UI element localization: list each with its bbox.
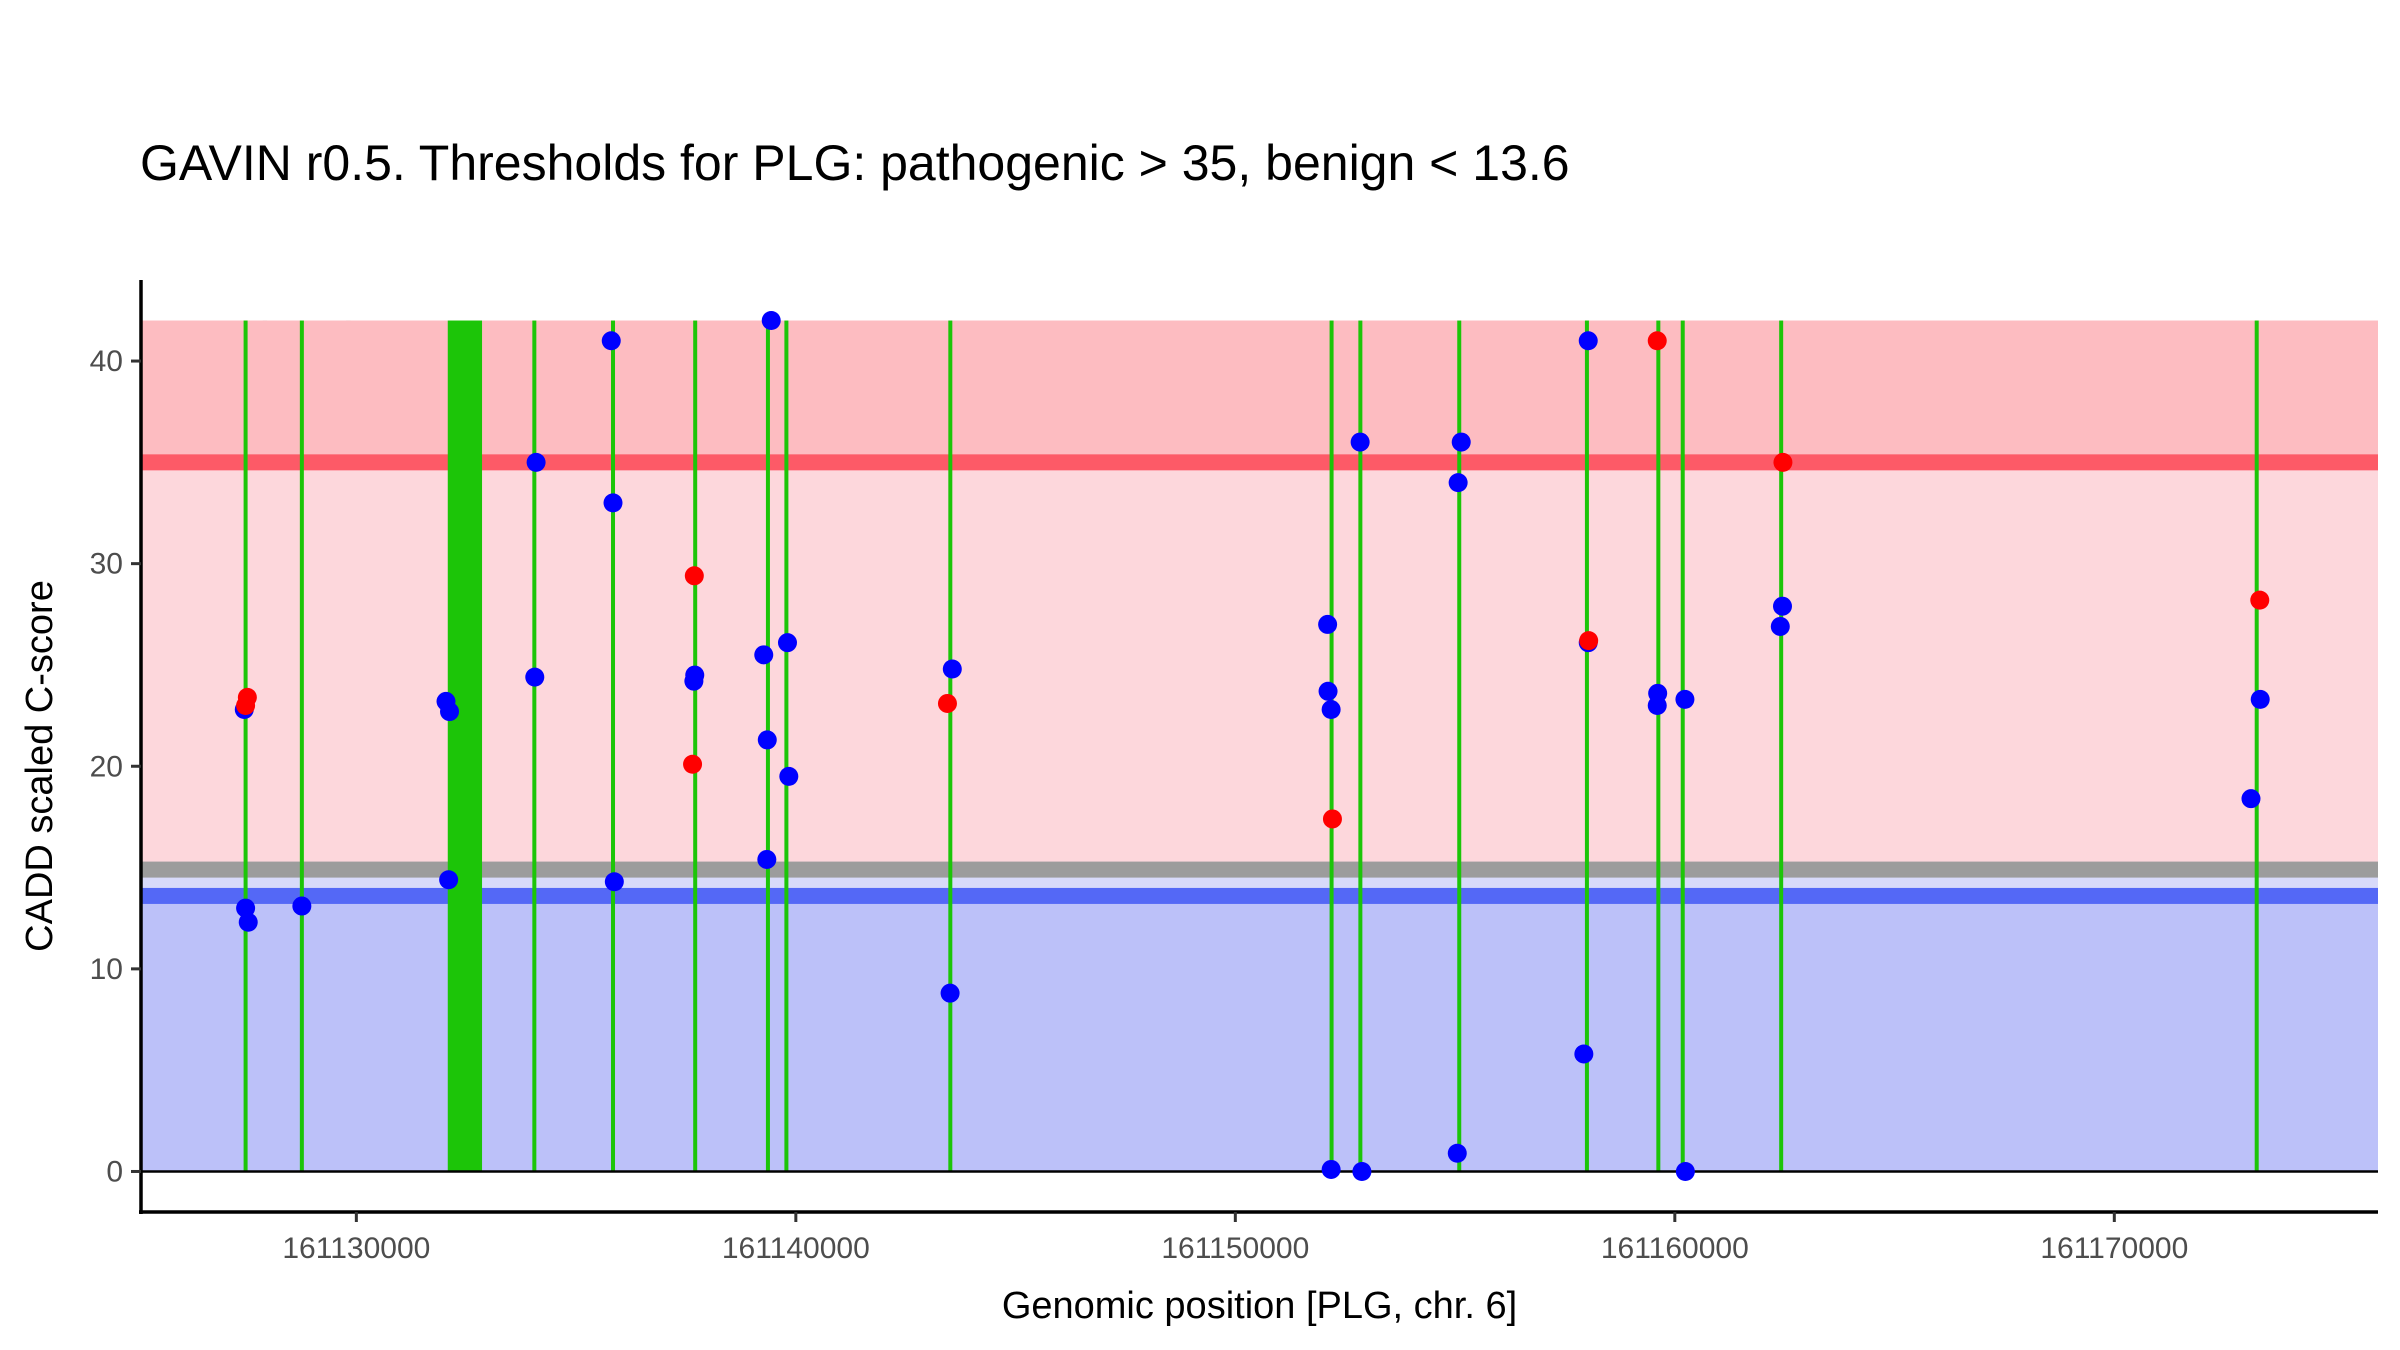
gnomad-point <box>1321 1159 1341 1179</box>
clinvar-point <box>1579 631 1599 651</box>
gnomad-point <box>1448 473 1468 493</box>
gnomad-point <box>236 898 256 918</box>
gnomad-point <box>525 667 545 687</box>
y-axis-title: CADD scaled C-score <box>19 580 61 952</box>
threshold-lines <box>141 454 2378 904</box>
exon-line <box>693 320 698 1172</box>
gnomad-point <box>754 645 774 665</box>
gnomad-point <box>601 331 621 351</box>
exon-line <box>299 320 304 1172</box>
gnomad-point <box>940 983 960 1003</box>
score-regions <box>141 320 2378 1172</box>
clinvar-point <box>236 695 256 715</box>
exon-line <box>1680 320 1685 1172</box>
vus-region <box>141 462 2378 876</box>
gnomad-point <box>1578 331 1598 351</box>
x-tick-label: 161140000 <box>722 1232 870 1265</box>
exon-line <box>1779 320 1784 1172</box>
x-ticks: 161130000 161140000 161150000 161160000 1611… <box>282 1212 2188 1265</box>
x-tick-label: 161160000 <box>1601 1232 1749 1265</box>
exon-line <box>2254 320 2259 1172</box>
gnomad-point <box>1318 681 1338 701</box>
clinvar-point <box>1647 331 1667 351</box>
clinvar-point <box>937 693 957 713</box>
exon-line <box>1329 320 1334 1172</box>
y-ticks: 0 10 20 30 40 <box>90 345 141 1188</box>
y-tick-label: 0 <box>106 1155 123 1188</box>
exon-line <box>532 320 537 1172</box>
gnomad-point <box>684 671 704 691</box>
exon-lines <box>243 320 2259 1172</box>
gnomad-point <box>1574 1044 1594 1064</box>
gnomad-point <box>1318 614 1338 634</box>
gnomad-point <box>1770 616 1790 636</box>
exon-line <box>1584 320 1589 1172</box>
gnomad-point <box>439 870 459 890</box>
gnomad-point <box>1675 689 1695 709</box>
exon-line <box>784 320 789 1172</box>
gnomad-point <box>757 849 777 869</box>
x-tick-label: 161130000 <box>282 1232 430 1265</box>
exon-line <box>611 320 616 1172</box>
clinvar-point <box>1322 809 1342 829</box>
exon-line <box>948 320 953 1172</box>
gnomad-point <box>1675 1161 1695 1181</box>
y-tick-label: 40 <box>90 345 123 378</box>
y-tick-label: 30 <box>90 548 123 581</box>
variant-points <box>234 311 2270 1181</box>
exon-line <box>447 320 483 1172</box>
gnomad-point <box>292 896 312 916</box>
gnomad-point <box>2250 689 2270 709</box>
gnomad-point <box>526 452 546 472</box>
exon-line <box>1358 320 1363 1172</box>
pathogenic-region <box>141 320 2378 463</box>
exon-line <box>1457 320 1462 1172</box>
x-tick-label: 161170000 <box>2040 1232 2188 1265</box>
gnomad-point <box>1647 695 1667 715</box>
gnomad-point <box>604 872 624 892</box>
clinvar-point <box>2250 590 2270 610</box>
gnomad-point <box>1772 596 1792 616</box>
gnomad-point <box>942 659 962 679</box>
benign-region <box>141 895 2378 1172</box>
clinvar-point <box>1773 452 1793 472</box>
gnomad-point <box>603 493 623 513</box>
y-tick-label: 20 <box>90 750 123 783</box>
gnomad-point <box>238 912 258 932</box>
gnomad-point <box>440 702 460 722</box>
exon-line <box>1656 320 1661 1172</box>
gnomad-point <box>2241 789 2261 809</box>
x-tick-label: 161150000 <box>1161 1232 1309 1265</box>
gnomad-point <box>1447 1143 1467 1163</box>
gnomad-point <box>1352 1161 1372 1181</box>
gnomad-point <box>1321 700 1341 720</box>
fallback-threshold <box>141 861 2378 878</box>
gnomad-point <box>777 633 797 653</box>
gnomad-point <box>1451 432 1471 452</box>
title-line-1: GAVIN r0.5. Thresholds for PLG: pathogen… <box>140 135 1570 191</box>
gnomad-point <box>757 730 777 750</box>
exon-line <box>243 320 248 1172</box>
pathogenic-threshold <box>141 454 2378 471</box>
clinvar-point <box>683 754 703 774</box>
gnomad-point <box>779 766 799 786</box>
gnomad-point <box>1350 432 1370 452</box>
benign-threshold <box>141 887 2378 904</box>
gnomad-point <box>761 311 781 331</box>
y-tick-label: 10 <box>90 953 123 986</box>
clinvar-point <box>684 566 704 586</box>
x-axis-title: Genomic position [PLG, chr. 6] <box>1002 1285 1517 1327</box>
